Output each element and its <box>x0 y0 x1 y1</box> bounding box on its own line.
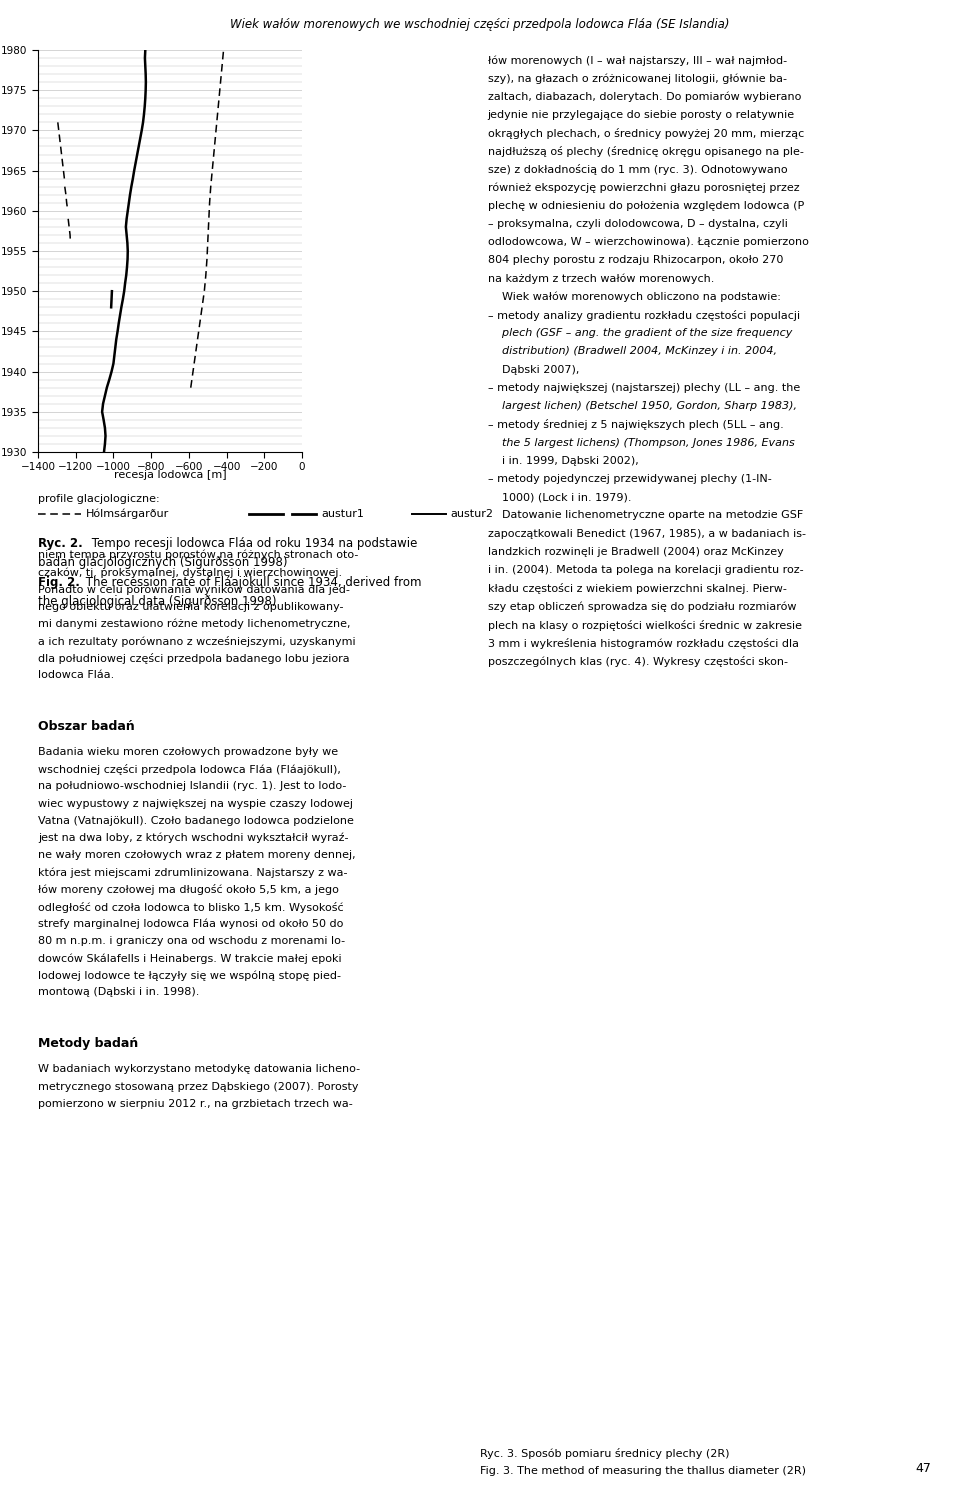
Text: a ich rezultaty porównano z wcześniejszymi, uzyskanymi: a ich rezultaty porównano z wcześniejszy… <box>38 636 355 646</box>
Text: dowców Skálafells i Heinabergs. W trakcie małej epoki: dowców Skálafells i Heinabergs. W trakci… <box>38 953 342 963</box>
Text: ne wały moren czołowych wraz z płatem moreny dennej,: ne wały moren czołowych wraz z płatem mo… <box>38 850 355 860</box>
Text: – metody analizy gradientu rozkładu częstości populacji: – metody analizy gradientu rozkładu częs… <box>488 311 800 321</box>
Text: 80 m n.p.m. i graniczy ona od wschodu z morenami lo-: 80 m n.p.m. i graniczy ona od wschodu z … <box>38 936 346 947</box>
Text: Hólmsárgarður: Hólmsárgarður <box>86 509 169 520</box>
Text: wschodniej części przedpola lodowca Fláa (Fláajökull),: wschodniej części przedpola lodowca Fláa… <box>38 764 341 775</box>
Text: wiec wypustowy z największej na wyspie czaszy lodowej: wiec wypustowy z największej na wyspie c… <box>38 799 353 809</box>
Text: Metody badań: Metody badań <box>38 1038 138 1051</box>
Text: i in. 1999, Dąbski 2002),: i in. 1999, Dąbski 2002), <box>488 455 638 466</box>
Text: 3 mm i wykreślenia histogramów rozkładu częstości dla: 3 mm i wykreślenia histogramów rozkładu … <box>488 638 799 649</box>
Text: Vatna (Vatnajökull). Czoło badanego lodowca podzielone: Vatna (Vatnajökull). Czoło badanego lodo… <box>38 815 354 826</box>
Text: – metody średniej z 5 największych plech (5LL – ang.: – metody średniej z 5 największych plech… <box>488 420 783 430</box>
Text: montową (Dąbski i in. 1998).: montową (Dąbski i in. 1998). <box>38 987 200 997</box>
Text: również ekspozycję powierzchni głazu porosniętej przez: również ekspozycję powierzchni głazu por… <box>488 182 800 193</box>
Text: Dąbski 2007),: Dąbski 2007), <box>488 364 579 375</box>
Text: najdłuższą oś plechy (średnicę okręgu opisanego na ple-: najdłuższą oś plechy (średnicę okręgu op… <box>488 146 804 157</box>
Text: landzkich rozwinęli je Bradwell (2004) oraz McKinzey: landzkich rozwinęli je Bradwell (2004) o… <box>488 546 783 557</box>
Text: okrągłych plechach, o średnicy powyżej 20 mm, mierząc: okrągłych plechach, o średnicy powyżej 2… <box>488 128 804 139</box>
Text: distribution) (Bradwell 2004, McKinzey i in. 2004,: distribution) (Bradwell 2004, McKinzey i… <box>488 346 777 357</box>
Text: austur2: austur2 <box>451 509 493 520</box>
Text: która jest miejscami zdrumlinizowana. Najstarszy z wa-: która jest miejscami zdrumlinizowana. Na… <box>38 867 348 878</box>
Text: the glaciological data (Sigurðsson 1998): the glaciological data (Sigurðsson 1998) <box>38 596 276 608</box>
Text: czaków, tj. proksymalnej, dystalnej i wierzchowinowej.: czaków, tj. proksymalnej, dystalnej i wi… <box>38 567 342 578</box>
Text: niem tempa przyrostu porostów na różnych stronach oto-: niem tempa przyrostu porostów na różnych… <box>38 549 358 560</box>
Text: plech na klasy o rozpiętości wielkości średnic w zakresie: plech na klasy o rozpiętości wielkości ś… <box>488 620 802 630</box>
Text: – metody największej (najstarszej) plechy (LL – ang. the: – metody największej (najstarszej) plech… <box>488 382 800 393</box>
Text: pomierzono w sierpniu 2012 r., na grzbietach trzech wa-: pomierzono w sierpniu 2012 r., na grzbie… <box>38 1099 352 1109</box>
Text: 804 plechy porostu z rodzaju Rhizocarpon, około 270: 804 plechy porostu z rodzaju Rhizocarpon… <box>488 255 783 266</box>
Text: poszczególnych klas (ryc. 4). Wykresy częstości skon-: poszczególnych klas (ryc. 4). Wykresy cz… <box>488 655 787 667</box>
Text: jest na dwa loby, z których wschodni wykształcił wyraź-: jest na dwa loby, z których wschodni wyk… <box>38 833 348 844</box>
Text: the 5 largest lichens) (Thompson, Jones 1986, Evans: the 5 largest lichens) (Thompson, Jones … <box>488 437 795 448</box>
Text: recesja lodowca [m]: recesja lodowca [m] <box>113 470 227 481</box>
Text: Fig. 2.: Fig. 2. <box>38 576 80 588</box>
Text: – metody pojedynczej przewidywanej plechy (1-IN-: – metody pojedynczej przewidywanej plech… <box>488 473 772 484</box>
Text: odległość od czoła lodowca to blisko 1,5 km. Wysokość: odległość od czoła lodowca to blisko 1,5… <box>38 902 344 912</box>
Text: sze) z dokładnością do 1 mm (ryc. 3). Odnotowywano: sze) z dokładnością do 1 mm (ryc. 3). Od… <box>488 164 787 175</box>
Text: Ryc. 3. Sposób pomiaru średnicy plechy (2R): Ryc. 3. Sposób pomiaru średnicy plechy (… <box>480 1448 730 1459</box>
Text: Wiek wałów morenowych obliczono na podstawie:: Wiek wałów morenowych obliczono na podst… <box>488 291 780 302</box>
Text: odlodowcowa, W – wierzchowinowa). Łącznie pomierzono: odlodowcowa, W – wierzchowinowa). Łączni… <box>488 237 808 248</box>
Text: Datowanie lichenometryczne oparte na metodzie GSF: Datowanie lichenometryczne oparte na met… <box>488 511 803 521</box>
Text: łów moreny czołowej ma długość około 5,5 km, a jego: łów moreny czołowej ma długość około 5,5… <box>38 884 339 896</box>
Text: – proksymalna, czyli dolodowcowa, D – dystalna, czyli: – proksymalna, czyli dolodowcowa, D – dy… <box>488 219 787 228</box>
Text: zaltach, diabazach, dolerytach. Do pomiarów wybierano: zaltach, diabazach, dolerytach. Do pomia… <box>488 91 801 102</box>
Text: zapoczątkowali Benedict (1967, 1985), a w badaniach is-: zapoczątkowali Benedict (1967, 1985), a … <box>488 529 805 539</box>
Text: plech (GSF – ang. the gradient of the size frequency: plech (GSF – ang. the gradient of the si… <box>488 328 792 339</box>
Text: Ponadto w celu porównania wyników datowania dla jed-: Ponadto w celu porównania wyników datowa… <box>38 584 349 594</box>
Text: mi danymi zestawiono różne metody lichenometryczne,: mi danymi zestawiono różne metody lichen… <box>38 618 350 629</box>
Text: szy etap obliczeń sprowadza się do podziału rozmiarów: szy etap obliczeń sprowadza się do podzi… <box>488 602 796 612</box>
Text: strefy marginalnej lodowca Fláa wynosi od około 50 do: strefy marginalnej lodowca Fláa wynosi o… <box>38 918 344 929</box>
Text: W badaniach wykorzystano metodykę datowania licheno-: W badaniach wykorzystano metodykę datowa… <box>38 1065 360 1075</box>
Text: 2R: 2R <box>763 1278 792 1296</box>
Text: plechę w odniesieniu do położenia względem lodowca (P: plechę w odniesieniu do położenia względ… <box>488 200 804 211</box>
Text: na każdym z trzech wałów morenowych.: na każdym z trzech wałów morenowych. <box>488 273 714 284</box>
Text: lodowca Fláa.: lodowca Fláa. <box>38 670 114 681</box>
Text: jedynie nie przylegające do siebie porosty o relatywnie: jedynie nie przylegające do siebie poros… <box>488 109 795 119</box>
Text: 47: 47 <box>915 1462 931 1475</box>
Text: Obszar badań: Obszar badań <box>38 720 134 733</box>
Text: dla południowej części przedpola badanego lobu jeziora: dla południowej części przedpola badaneg… <box>38 652 349 664</box>
Text: Badania wieku moren czołowych prowadzone były we: Badania wieku moren czołowych prowadzone… <box>38 746 338 757</box>
Text: szy), na głazach o zróżnicowanej litologii, głównie ba-: szy), na głazach o zróżnicowanej litolog… <box>488 73 786 84</box>
Text: lodowej lodowce te łączyły się we wspólną stopę pied-: lodowej lodowce te łączyły się we wspóln… <box>38 970 341 981</box>
Text: profile glacjologiczne:: profile glacjologiczne: <box>38 494 159 505</box>
Text: Fig. 3. The method of measuring the thallus diameter (2R): Fig. 3. The method of measuring the thal… <box>480 1466 806 1477</box>
Text: badań glacjologicznych (Sigurðsson 1998): badań glacjologicznych (Sigurðsson 1998) <box>38 557 287 569</box>
Text: 1000) (Lock i in. 1979).: 1000) (Lock i in. 1979). <box>488 493 631 502</box>
Text: metrycznego stosowaną przez Dąbskiego (2007). Porosty: metrycznego stosowaną przez Dąbskiego (2… <box>38 1081 358 1091</box>
Text: nego obiektu oraz ułatwienia korelacji z opublikowany-: nego obiektu oraz ułatwienia korelacji z… <box>38 602 344 612</box>
Text: Wiek wałów morenowych we wschodniej części przedpola lodowca Fláa (SE Islandia): Wiek wałów morenowych we wschodniej częś… <box>230 18 730 31</box>
Text: Tempo recesji lodowca Fláa od roku 1934 na podstawie: Tempo recesji lodowca Fláa od roku 1934 … <box>88 537 418 549</box>
Text: na południowo-wschodniej Islandii (ryc. 1). Jest to lodo-: na południowo-wschodniej Islandii (ryc. … <box>38 781 347 791</box>
Text: largest lichen) (Betschel 1950, Gordon, Sharp 1983),: largest lichen) (Betschel 1950, Gordon, … <box>488 402 797 411</box>
Text: kładu częstości z wiekiem powierzchni skalnej. Pierw-: kładu częstości z wiekiem powierzchni sk… <box>488 584 786 594</box>
Text: The recession rate of Fláajökull since 1934, derived from: The recession rate of Fláajökull since 1… <box>83 576 421 588</box>
Text: austur1: austur1 <box>322 509 364 520</box>
Text: Ryc. 2.: Ryc. 2. <box>38 537 83 549</box>
Text: i in. (2004). Metoda ta polega na korelacji gradientu roz-: i in. (2004). Metoda ta polega na korela… <box>488 564 804 575</box>
Text: łów morenowych (I – wał najstarszy, III – wał najmłod-: łów morenowych (I – wał najstarszy, III … <box>488 55 787 66</box>
